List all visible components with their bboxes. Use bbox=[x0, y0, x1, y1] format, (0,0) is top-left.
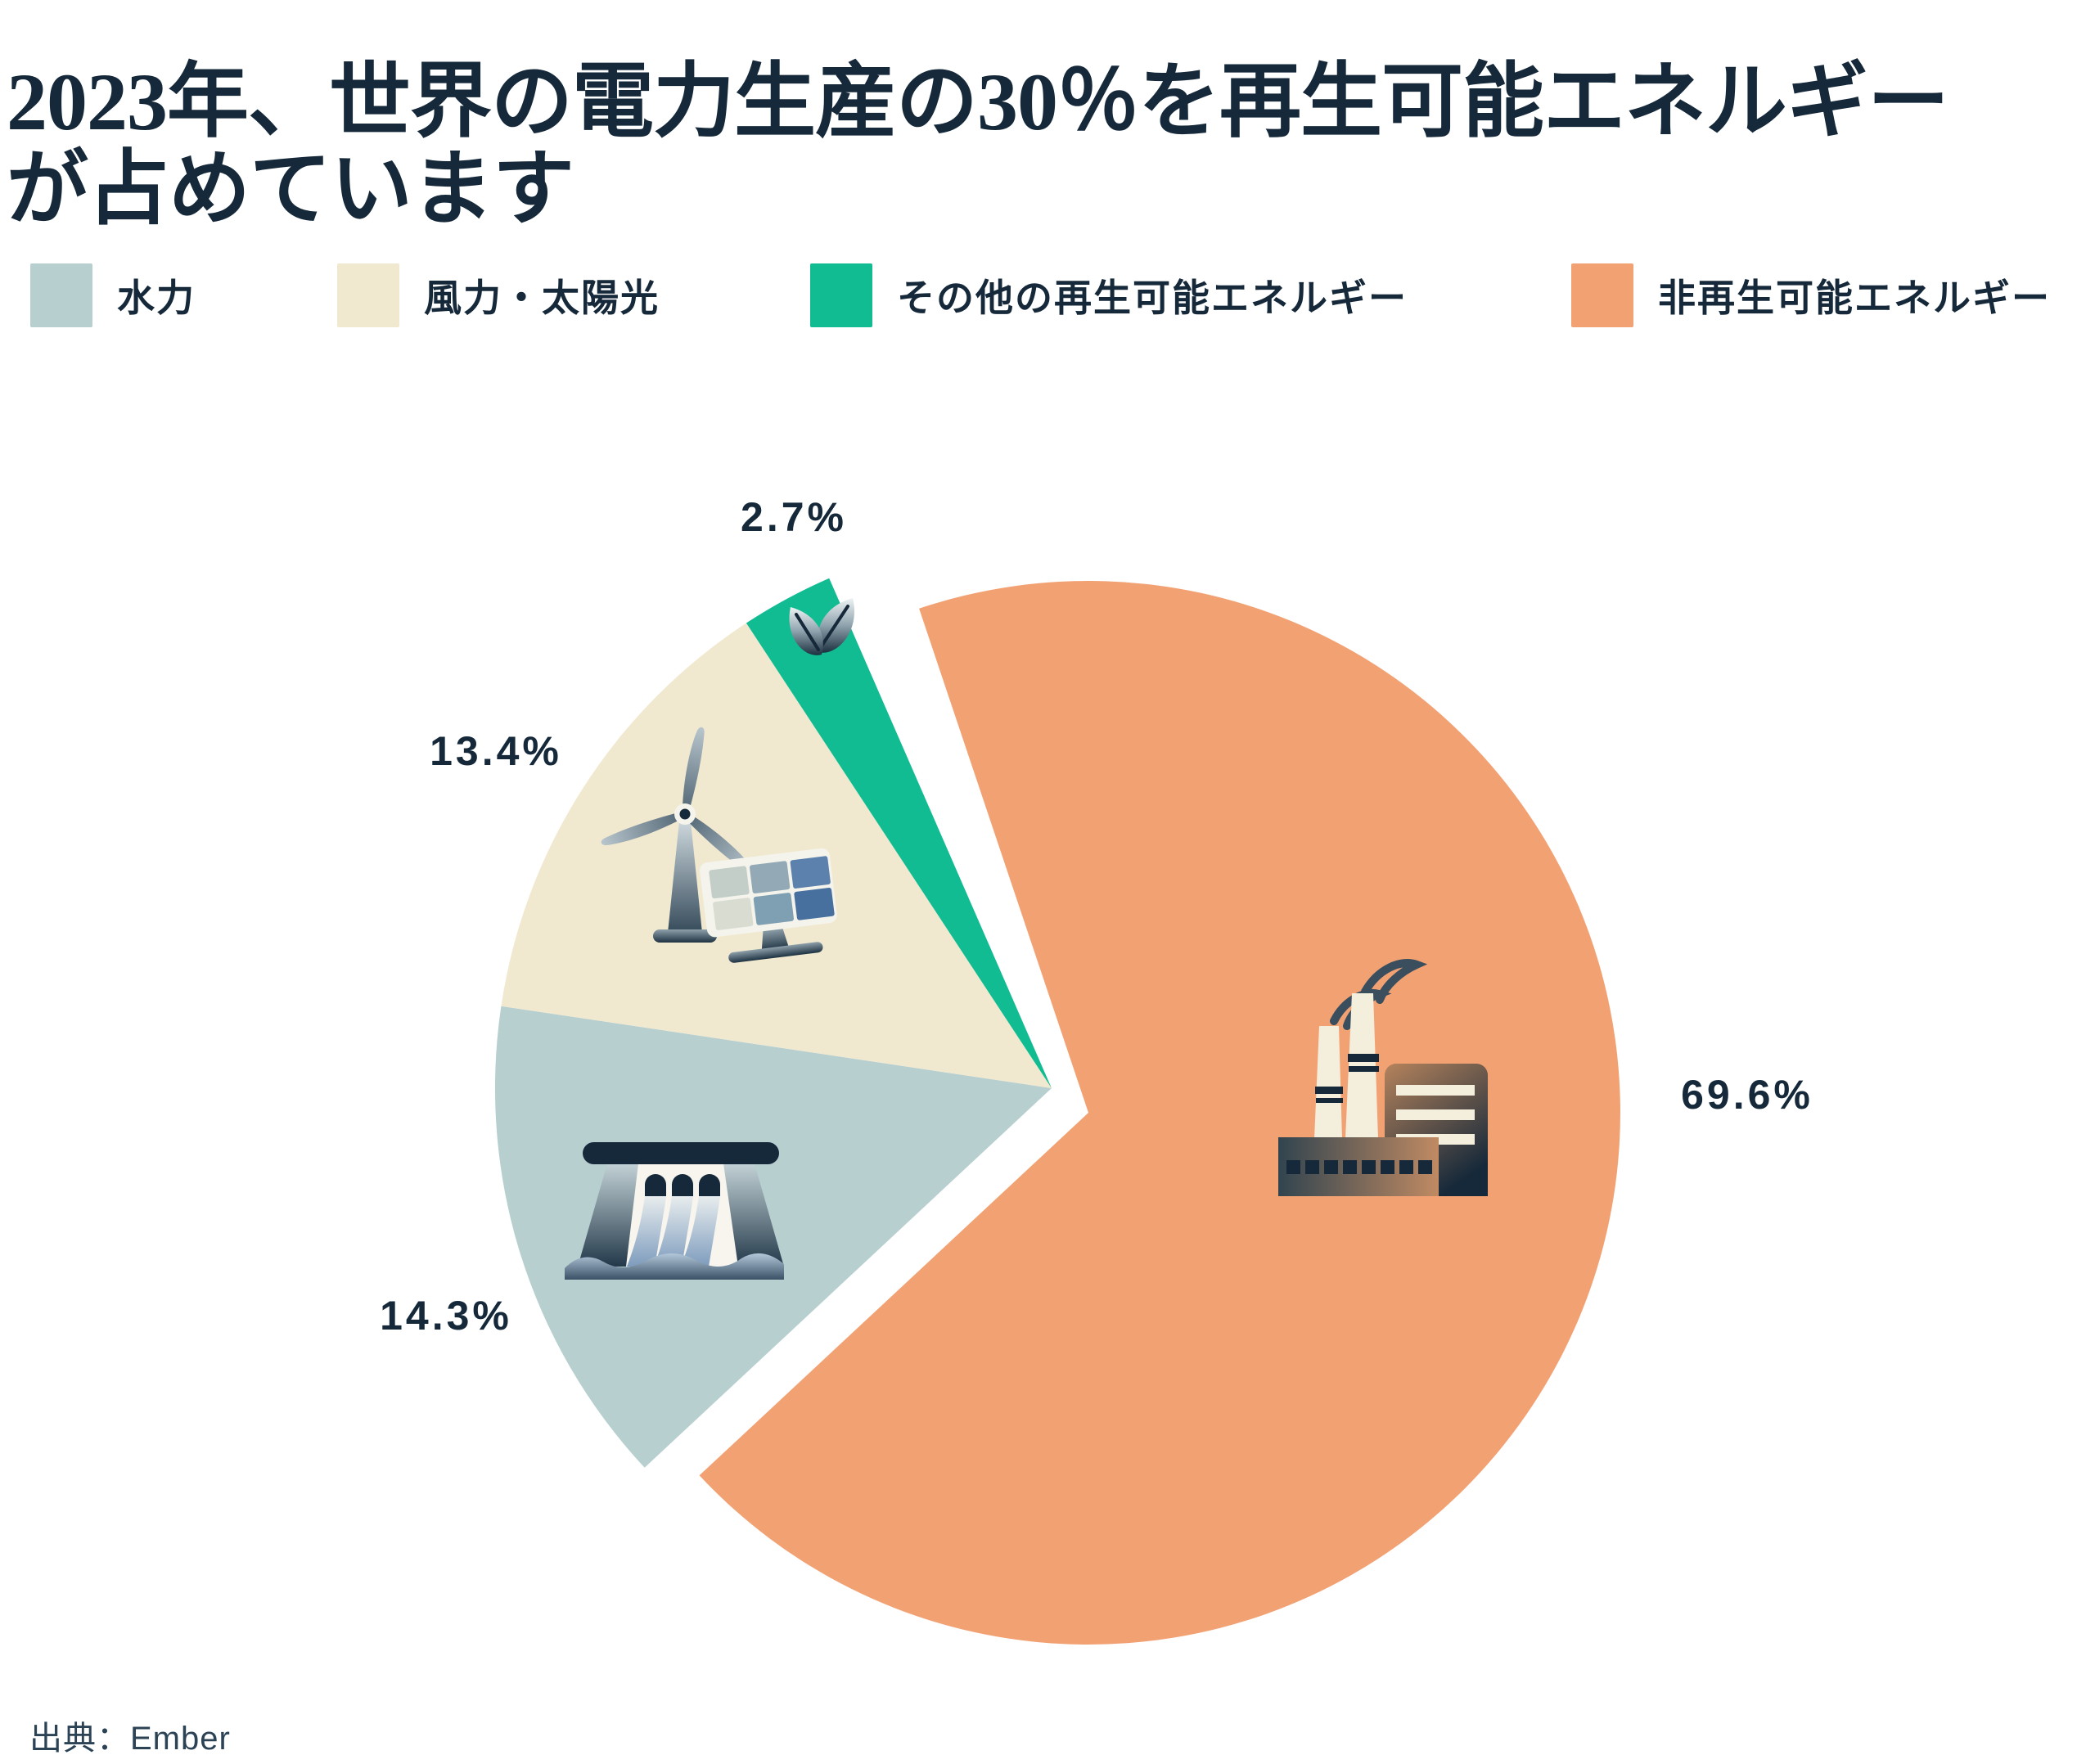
legend-item-non-renewables: 非再生可能エネルギー bbox=[1571, 263, 2051, 327]
pie-slice-other-renewables bbox=[746, 578, 1052, 1088]
leaf-icon bbox=[789, 598, 854, 655]
factory-icon bbox=[1278, 959, 1488, 1196]
pie-slice-non-renewables bbox=[699, 580, 1620, 1645]
source-note: 出典：Ember bbox=[29, 1721, 231, 1757]
wind-solar-swatch bbox=[337, 263, 399, 327]
slice-label-hydro: 14.3% bbox=[380, 1293, 512, 1339]
legend-label-non-renewables: 非再生可能エネルギー bbox=[1658, 277, 2051, 319]
slice-label-wind-solar: 13.4% bbox=[430, 728, 562, 774]
solar-panel-icon bbox=[700, 848, 837, 963]
legend: 水力 風力・太陽光 その他の再生可能エネルギー 非再生可能エネルギー bbox=[0, 263, 2095, 329]
title-line-1: 2023年、世界の電力生産の30％を再生可能エネルギー bbox=[7, 56, 1949, 147]
hydro-swatch bbox=[30, 263, 92, 327]
slice-label-other-renewables: 2.7% bbox=[741, 494, 847, 540]
non-renewables-swatch bbox=[1571, 263, 1633, 327]
legend-item-wind-solar: 風力・太陽光 bbox=[337, 263, 660, 327]
legend-label-wind-solar: 風力・太陽光 bbox=[424, 277, 660, 319]
dam-icon bbox=[565, 1142, 784, 1280]
legend-item-other-renewables: その他の再生可能エネルギー bbox=[810, 263, 1408, 327]
page-title: 2023年、世界の電力生産の30％を再生可能エネルギー が占めています bbox=[7, 58, 2089, 233]
slice-label-non-renewables: 69.6% bbox=[1681, 1072, 1813, 1118]
title-line-2: が占めています bbox=[7, 144, 574, 235]
legend-label-other-renewables: その他の再生可能エネルギー bbox=[897, 277, 1408, 319]
other-renewables-swatch bbox=[810, 263, 872, 327]
legend-label-hydro: 水力 bbox=[117, 277, 196, 319]
legend-item-hydro: 水力 bbox=[30, 263, 196, 327]
